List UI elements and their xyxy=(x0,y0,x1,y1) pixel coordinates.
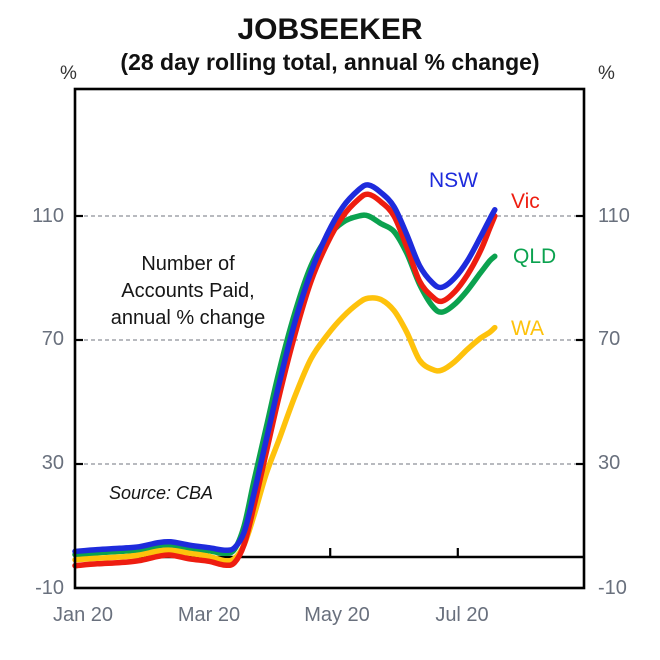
annotation-line-3: annual % change xyxy=(110,307,266,329)
chart-title: JOBSEEKER xyxy=(237,13,423,46)
x-tick-label-mar: Mar 20 xyxy=(177,604,241,626)
series-line-nsw xyxy=(72,182,498,555)
series-label-qld: QLD xyxy=(513,245,557,268)
y-tick-label-right-neg10: -10 xyxy=(598,577,627,599)
x-tick-label-jul: Jul 20 xyxy=(435,604,489,626)
y-tick-label-left-30: 30 xyxy=(41,452,64,474)
annotation-line-1: Number of xyxy=(141,253,235,275)
y-tick-label-left-neg10: -10 xyxy=(35,577,64,599)
chart-annotation: Number of Accounts Paid, annual % change xyxy=(72,251,304,332)
plot-frame xyxy=(73,87,586,590)
annotation-line-2: Accounts Paid, xyxy=(121,280,255,302)
series-line-wa xyxy=(72,295,498,564)
source-note: Source: CBA xyxy=(109,483,214,503)
x-tick-label-may: May 20 xyxy=(304,604,370,626)
left-axis-unit: % xyxy=(60,63,77,84)
chart-subtitle: (28 day rolling total, annual % change) xyxy=(120,49,540,75)
series-line-vic xyxy=(72,191,498,569)
right-axis-unit: % xyxy=(598,63,615,84)
x-tick-label-jan: Jan 20 xyxy=(52,604,114,626)
y-tick-label-right-70: 70 xyxy=(598,328,621,350)
series-label-wa: WA xyxy=(511,317,545,340)
y-tick-label-left-110: 110 xyxy=(32,205,64,227)
y-tick-label-right-110: 110 xyxy=(598,205,630,227)
y-tick-label-right-30: 30 xyxy=(598,452,621,474)
series-label-vic: Vic xyxy=(511,190,540,213)
series-label-nsw: NSW xyxy=(429,169,478,192)
y-tick-label-left-70: 70 xyxy=(41,328,64,350)
